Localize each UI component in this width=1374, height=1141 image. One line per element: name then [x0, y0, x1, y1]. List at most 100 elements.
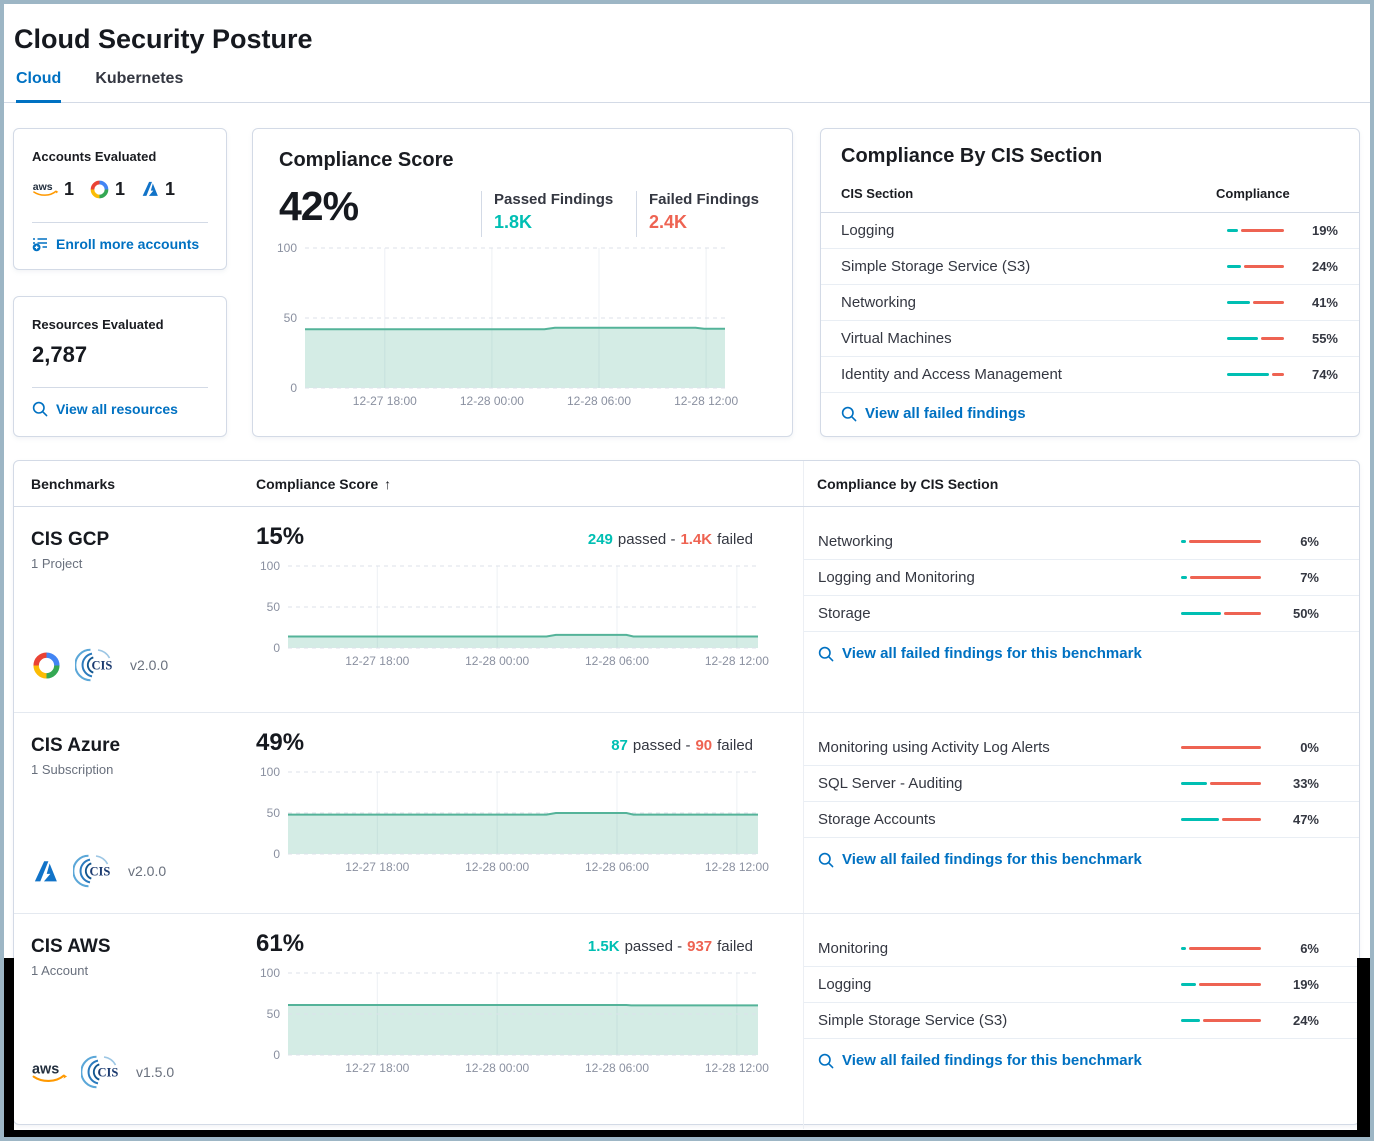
benchmark-version: v2.0.0: [130, 657, 169, 673]
benchmark-score: 49%: [256, 729, 305, 756]
section-label: Monitoring: [818, 940, 889, 957]
passed-word: passed -: [632, 737, 691, 754]
svg-text:12-28 06:00: 12-28 06:00: [585, 860, 649, 874]
benchmark-score: 61%: [256, 930, 305, 957]
benchmark-section-row: Networking 6%: [804, 524, 1359, 560]
benchmark-name: CIS AWS: [31, 936, 111, 957]
benchmark-link-label: View all failed findings for this benchm…: [842, 1052, 1142, 1069]
cis-logo: CIS: [75, 648, 113, 682]
passed-findings-label: Passed Findings: [494, 191, 614, 208]
tab-kubernetes[interactable]: Kubernetes: [95, 70, 184, 87]
benchmark-row-cis-azure: CIS Azure 1 Subscription CIS v2.0.0 49%: [14, 712, 1359, 913]
page-title: Cloud Security Posture: [14, 24, 313, 55]
cis-section-row: Identity and Access Management 74%: [821, 357, 1359, 393]
compliance-percent: 0%: [1300, 740, 1319, 755]
resources-count: 2,787: [32, 342, 88, 367]
svg-text:12-28 00:00: 12-28 00:00: [465, 654, 529, 668]
screenshot-black-margin: [0, 958, 14, 1134]
aws-account-count: aws 1: [32, 179, 74, 200]
benchmarks-table-header: Benchmarks Compliance Score ↑ Compliance …: [14, 461, 1359, 507]
svg-text:12-28 12:00: 12-28 12:00: [705, 860, 769, 874]
view-failed-findings-benchmark-link[interactable]: View all failed findings for this benchm…: [818, 645, 1142, 662]
svg-text:100: 100: [260, 966, 280, 980]
benchmark-section-row: SQL Server - Auditing 33%: [804, 766, 1359, 802]
compliance-bar: [1181, 540, 1261, 543]
benchmark-trend-chart: 100 50 0 12-27 18:00 12-28 00:00 12-28 06:00 1…: [256, 765, 784, 878]
accounts-evaluated-card: Accounts Evaluated aws 1 1 1: [13, 128, 227, 270]
cis-section-label: Networking: [841, 294, 917, 311]
enroll-link-label: Enroll more accounts: [56, 236, 200, 252]
section-label: Logging: [818, 976, 872, 993]
cis-table-header: CIS Section Compliance: [821, 184, 1359, 213]
sort-ascending-icon: ↑: [384, 475, 392, 492]
compliance-bar: [1227, 229, 1284, 232]
svg-text:100: 100: [260, 559, 280, 573]
svg-text:50: 50: [267, 1007, 281, 1021]
section-label: Simple Storage Service (S3): [818, 1012, 1008, 1029]
view-failed-findings-benchmark-link[interactable]: View all failed findings for this benchm…: [818, 851, 1142, 868]
compliance-percent: 33%: [1292, 776, 1319, 791]
svg-text:aws: aws: [32, 1061, 59, 1077]
compliance-score-column-header[interactable]: Compliance Score ↑: [256, 476, 803, 492]
compliance-score-card: Compliance Score 42% Passed Findings 1.8…: [252, 128, 793, 437]
benchmark-section-list: Monitoring 6% Logging 19% Simple Storage…: [804, 931, 1359, 1039]
aws-icon: aws: [33, 181, 59, 196]
benchmark-link-label: View all failed findings for this benchm…: [842, 645, 1142, 662]
svg-text:12-28 00:00: 12-28 00:00: [465, 1061, 529, 1075]
svg-text:CIS: CIS: [92, 659, 113, 673]
benchmarks-table: Benchmarks Compliance Score ↑ Compliance …: [13, 460, 1360, 1129]
compliance-percent: 47%: [1292, 812, 1319, 827]
benchmark-version: v2.0.0: [128, 863, 167, 879]
passed-failed-summary: 1.5K passed - 937 failed: [588, 938, 753, 955]
gcp-icon: [90, 180, 109, 198]
compliance-column-header: Compliance: [1216, 186, 1290, 201]
enroll-more-accounts-link[interactable]: Enroll more accounts: [32, 236, 208, 252]
compliance-trend-chart: 100 50 0 12-27 18:00 12-28 00:00 12-28 06:00 1…: [269, 241, 751, 412]
passed-count: 249: [587, 531, 613, 548]
section-label: Networking: [818, 533, 894, 550]
compliance-percent: 6%: [1300, 941, 1319, 956]
compliance-percent: 19%: [1311, 223, 1338, 238]
svg-text:50: 50: [267, 806, 281, 820]
compliance-bar: [1181, 1019, 1261, 1022]
compliance-percent: 7%: [1300, 570, 1319, 585]
cis-section-card-title: Compliance By CIS Section: [841, 145, 1103, 167]
benchmarks-column-header: Benchmarks: [31, 475, 116, 492]
compliance-percent: 6%: [1300, 534, 1319, 549]
compliance-score-header-label: Compliance Score: [256, 475, 379, 492]
stat-divider: [481, 191, 482, 237]
svg-text:50: 50: [284, 311, 298, 325]
azure-icon: [142, 181, 158, 196]
benchmark-section-row: Monitoring 6%: [804, 931, 1359, 967]
compliance-bar: [1227, 337, 1284, 340]
accounts-card-title: Accounts Evaluated: [32, 149, 157, 164]
benchmark-row-cis-gcp: CIS GCP 1 Project CIS v2.0.0: [14, 507, 1359, 712]
compliance-bar: [1181, 818, 1261, 821]
stat-divider: [636, 191, 637, 237]
compliance-percent: 50%: [1292, 606, 1319, 621]
view-all-resources-link[interactable]: View all resources: [32, 401, 208, 417]
compliance-percent: 19%: [1292, 977, 1319, 992]
benchmark-subtitle: 1 Subscription: [31, 762, 114, 777]
cis-logo: CIS: [73, 854, 110, 888]
benchmark-trend-chart: 100 50 0 12-27 18:00 12-28 00:00 12-28 06:00 1…: [256, 559, 784, 672]
cis-section-label: Virtual Machines: [841, 330, 952, 347]
resources-evaluated-card: Resources Evaluated 2,787 View all resou…: [13, 296, 227, 437]
svg-text:12-28 12:00: 12-28 12:00: [674, 394, 738, 408]
passed-findings-value: 1.8K: [494, 212, 533, 232]
svg-text:12-28 06:00: 12-28 06:00: [567, 394, 631, 408]
azure-icon: [34, 860, 57, 881]
tab-cloud[interactable]: Cloud: [16, 70, 62, 103]
resources-link-label: View all resources: [56, 401, 178, 417]
benchmark-section-row: Monitoring using Activity Log Alerts 0%: [804, 730, 1359, 766]
view-all-failed-findings-link[interactable]: View all failed findings: [841, 405, 1359, 422]
compliance-bar: [1181, 983, 1261, 986]
benchmark-row-cis-aws: CIS AWS 1 Account aws CIS v1.5.0 6: [14, 913, 1359, 1129]
benchmark-score: 15%: [256, 523, 305, 550]
passed-failed-summary: 249 passed - 1.4K failed: [588, 531, 753, 548]
cis-section-label: Logging: [841, 222, 895, 239]
benchmark-subtitle: 1 Account: [31, 963, 89, 978]
cis-section-column-header: Compliance by CIS Section: [803, 461, 1359, 506]
view-failed-findings-benchmark-link[interactable]: View all failed findings for this benchm…: [818, 1052, 1142, 1069]
failed-findings-stat: Failed Findings 2.4K: [649, 191, 759, 233]
